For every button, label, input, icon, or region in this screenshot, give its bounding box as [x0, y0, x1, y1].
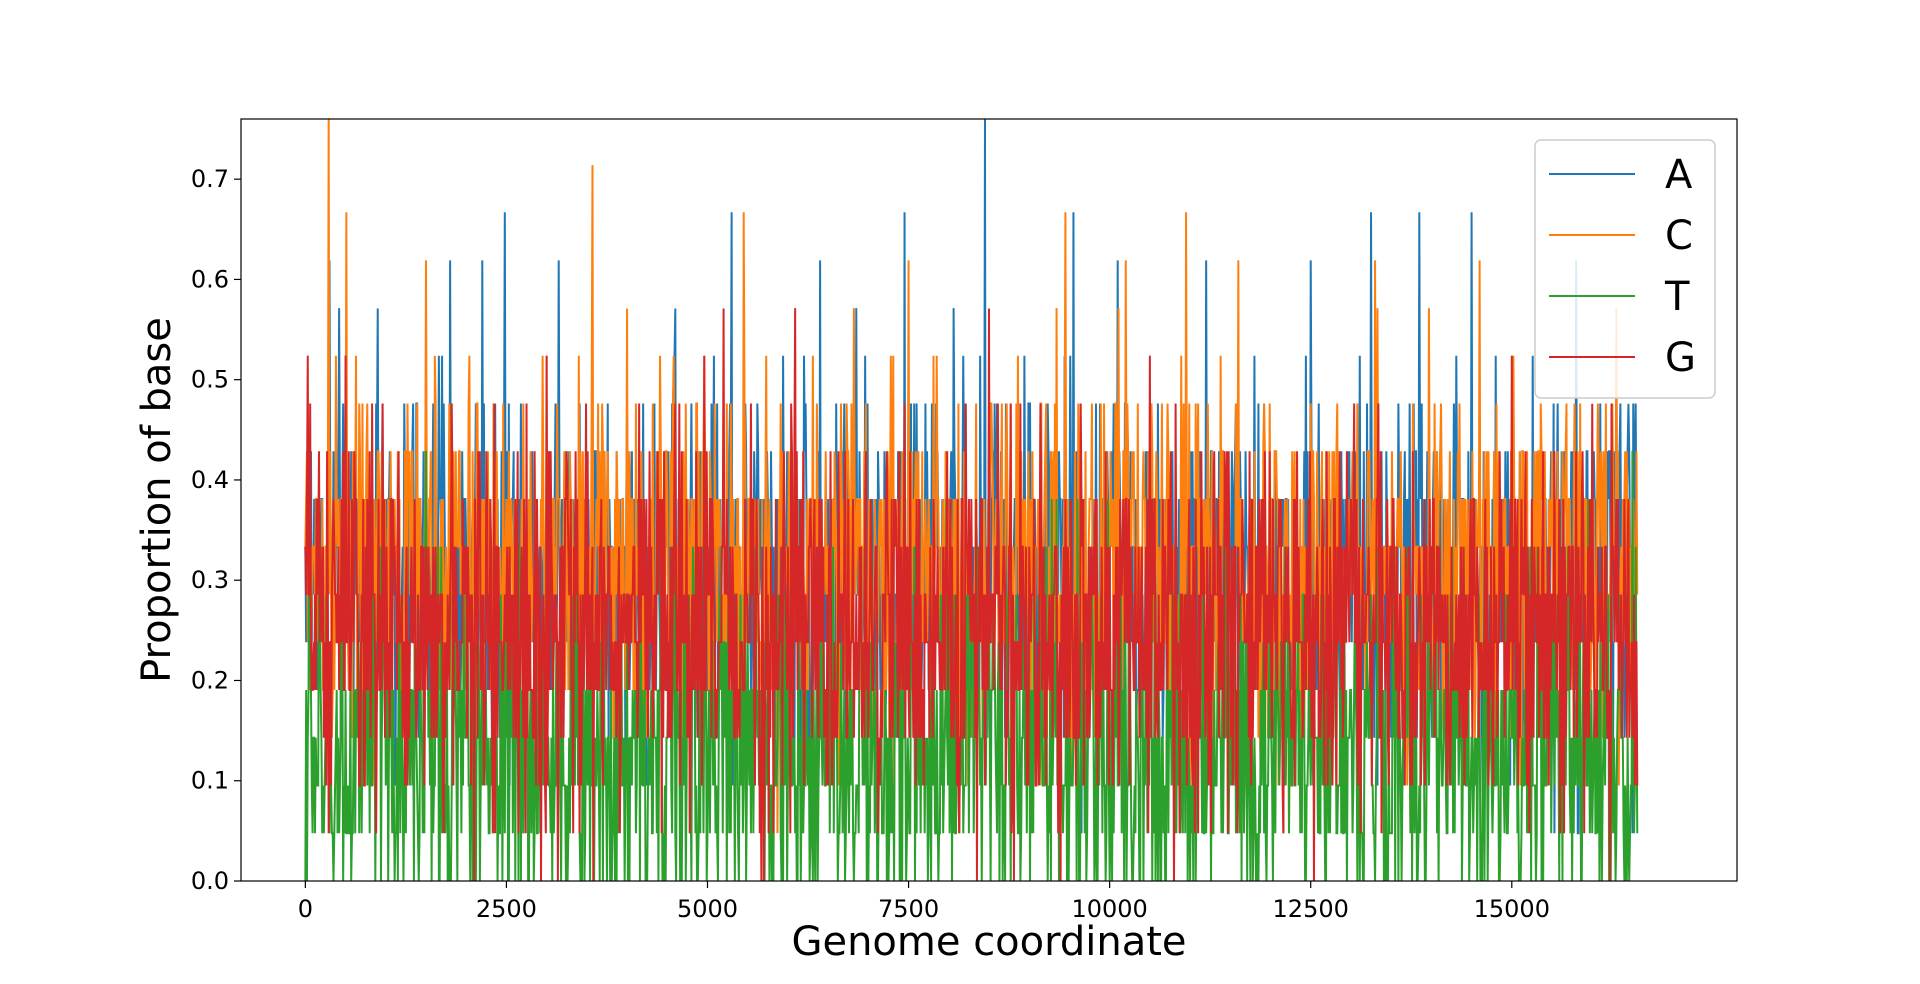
y-tick-label: 0.1 — [191, 767, 229, 795]
y-tick-label: 0.4 — [191, 466, 229, 494]
y-axis: 0.0 0.1 0.2 0.3 0.4 0.5 0.6 0.7 — [191, 165, 241, 895]
legend-label-A: A — [1665, 152, 1693, 198]
x-tick-label: 5000 — [677, 895, 738, 923]
axes-frame — [240, 118, 1738, 882]
legend-label-C: C — [1665, 213, 1693, 259]
x-axis: 0 2500 5000 7500 10000 12500 15000 — [298, 881, 1550, 923]
y-tick-label: 0.2 — [191, 666, 229, 694]
plot-area — [304, 119, 1639, 881]
y-axis-label: Proportion of base — [134, 317, 180, 683]
x-tick-label: 15000 — [1474, 895, 1550, 923]
y-tick-label: 0.6 — [191, 265, 229, 293]
x-tick-label: 7500 — [878, 895, 939, 923]
legend-box — [1534, 139, 1716, 399]
legend-label-G: G — [1665, 335, 1696, 381]
y-tick-label: 0.0 — [191, 867, 229, 895]
x-tick-label: 12500 — [1273, 895, 1349, 923]
y-tick-label: 0.5 — [191, 366, 229, 394]
x-tick-label: 10000 — [1071, 895, 1147, 923]
y-tick-label: 0.7 — [191, 165, 229, 193]
series-line-G — [304, 308, 1639, 881]
x-tick-label: 0 — [298, 895, 313, 923]
x-axis-label: Genome coordinate — [791, 919, 1186, 965]
x-tick-label: 2500 — [476, 895, 537, 923]
legend-label-T: T — [1664, 274, 1690, 320]
y-tick-label: 0.3 — [191, 566, 229, 594]
